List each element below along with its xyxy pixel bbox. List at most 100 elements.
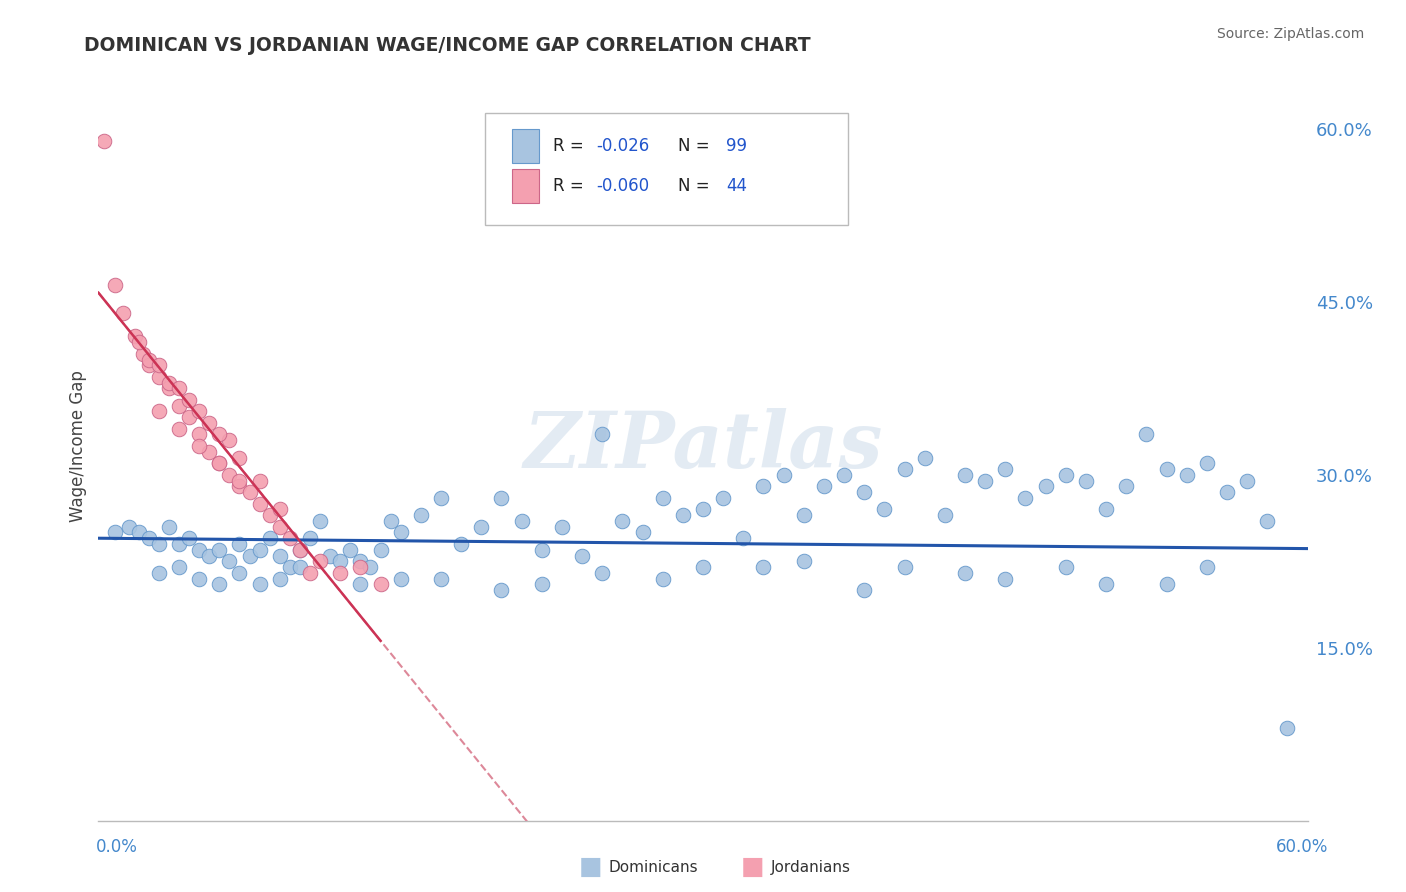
Point	[288, 542, 311, 557]
Point	[329, 554, 352, 568]
Point	[380, 514, 402, 528]
Point	[612, 514, 634, 528]
Point	[218, 467, 240, 482]
Point	[167, 537, 190, 551]
Point	[651, 572, 673, 586]
Point	[672, 508, 695, 523]
Point	[491, 491, 513, 505]
Text: R =: R =	[553, 137, 589, 155]
Point	[692, 560, 714, 574]
Text: 99: 99	[725, 137, 747, 155]
Point	[148, 537, 170, 551]
Point	[188, 572, 211, 586]
Point	[299, 566, 322, 580]
Point	[389, 572, 412, 586]
Point	[208, 427, 231, 442]
Point	[188, 439, 211, 453]
Point	[132, 347, 155, 361]
Text: ■: ■	[741, 855, 763, 879]
Text: -0.026: -0.026	[596, 137, 650, 155]
Point	[994, 572, 1017, 586]
FancyBboxPatch shape	[512, 129, 538, 163]
Point	[1095, 502, 1118, 516]
Point	[157, 381, 180, 395]
Point	[228, 537, 250, 551]
Point	[893, 560, 915, 574]
Point	[249, 474, 271, 488]
Point	[1135, 427, 1157, 442]
Point	[1115, 479, 1137, 493]
Point	[1256, 514, 1278, 528]
Point	[198, 416, 221, 430]
Point	[631, 525, 654, 540]
Point	[853, 485, 876, 500]
Point	[208, 542, 231, 557]
Text: -0.060: -0.060	[596, 177, 650, 195]
Point	[591, 566, 613, 580]
Point	[409, 508, 432, 523]
Point	[228, 566, 250, 580]
Point	[793, 508, 815, 523]
Text: N =: N =	[678, 137, 714, 155]
Point	[299, 531, 322, 545]
Point	[148, 404, 170, 418]
Text: 44: 44	[725, 177, 747, 195]
Point	[360, 560, 382, 574]
Point	[1236, 474, 1258, 488]
Point	[591, 427, 613, 442]
Text: ZIPatlas: ZIPatlas	[523, 408, 883, 484]
Point	[551, 519, 574, 533]
Point	[269, 502, 291, 516]
Point	[239, 549, 262, 563]
Point	[93, 134, 115, 148]
Point	[349, 560, 371, 574]
Point	[138, 531, 160, 545]
Point	[1156, 577, 1178, 591]
Point	[1175, 467, 1198, 482]
Point	[188, 542, 211, 557]
Point	[111, 306, 134, 320]
Point	[249, 577, 271, 591]
Point	[288, 560, 311, 574]
Point	[370, 542, 392, 557]
Point	[934, 508, 956, 523]
Point	[228, 479, 250, 493]
Point	[491, 583, 513, 598]
Point	[179, 410, 201, 425]
Text: 60.0%: 60.0%	[1277, 838, 1329, 855]
Point	[1195, 560, 1218, 574]
Point	[752, 479, 775, 493]
Point	[994, 462, 1017, 476]
Point	[470, 519, 492, 533]
Point	[269, 549, 291, 563]
Point	[1014, 491, 1036, 505]
FancyBboxPatch shape	[512, 169, 538, 202]
Text: R =: R =	[553, 177, 589, 195]
Point	[370, 577, 392, 591]
Text: Jordanians: Jordanians	[770, 860, 851, 874]
Point	[138, 359, 160, 373]
Point	[148, 359, 170, 373]
Point	[138, 352, 160, 367]
Point	[1156, 462, 1178, 476]
Point	[208, 577, 231, 591]
Point	[179, 531, 201, 545]
Point	[813, 479, 835, 493]
Point	[228, 474, 250, 488]
Point	[450, 537, 472, 551]
Point	[733, 531, 755, 545]
Point	[571, 549, 593, 563]
Point	[167, 560, 190, 574]
Point	[1277, 722, 1299, 736]
Point	[651, 491, 673, 505]
Point	[157, 376, 180, 390]
Point	[309, 554, 332, 568]
Point	[148, 369, 170, 384]
Point	[148, 566, 170, 580]
Point	[218, 554, 240, 568]
Point	[953, 467, 976, 482]
Point	[752, 560, 775, 574]
Point	[349, 554, 371, 568]
Point	[1095, 577, 1118, 591]
Text: Source: ZipAtlas.com: Source: ZipAtlas.com	[1216, 27, 1364, 41]
